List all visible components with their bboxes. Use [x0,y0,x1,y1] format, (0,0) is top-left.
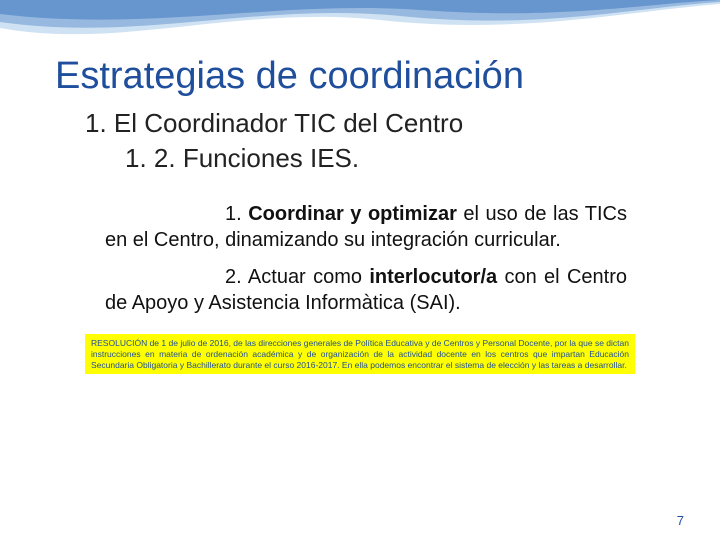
p2-lead: 2. Actuar como [225,266,369,288]
resolution-note: RESOLUCIÓN de 1 de julio de 2016, de las… [85,334,635,374]
subtitle-2: 1. 2. Funciones IES. [125,143,665,174]
p1-lead: 1. [225,203,248,225]
slide-content: Estrategias de coordinación 1. El Coordi… [0,0,720,374]
slide-title: Estrategias de coordinación [55,55,665,98]
paragraph-2: 2. Actuar como interlocutor/a con el Cen… [105,265,627,316]
p2-bold: interlocutor/a [369,266,497,288]
page-number: 7 [677,513,684,528]
subtitle-1: 1. El Coordinador TIC del Centro [85,108,665,139]
paragraph-1: 1. Coordinar y optimizar el uso de las T… [105,202,627,253]
p1-bold: Coordinar y optimizar [248,203,457,225]
